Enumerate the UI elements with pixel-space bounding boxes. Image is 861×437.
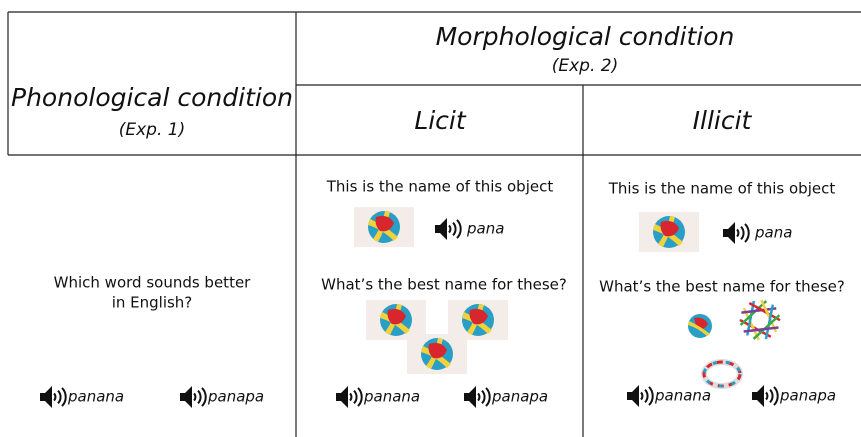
option-word: panana	[363, 388, 420, 406]
ball-red	[428, 342, 447, 359]
toy-rod	[764, 304, 775, 340]
speaker-icon	[435, 218, 462, 240]
speaker-body	[40, 386, 52, 408]
speaker-icon	[40, 386, 67, 408]
sound-wave	[485, 387, 491, 407]
speaker-icon	[627, 385, 654, 407]
sound-wave	[197, 390, 202, 404]
sound-wave	[773, 386, 779, 406]
toy-rod	[742, 307, 760, 341]
column-title: Phonological condition	[11, 83, 293, 112]
sound-wave	[349, 392, 353, 402]
column-title: Morphological condition	[436, 22, 735, 51]
object-image	[354, 207, 414, 247]
ball-red	[375, 215, 394, 232]
object-image	[366, 300, 426, 340]
toy-rod	[746, 300, 756, 336]
speaker-icon	[723, 222, 750, 244]
sound-wave	[53, 392, 57, 402]
sound-wave	[357, 387, 363, 407]
column-title: Illicit	[693, 106, 753, 135]
speaker-body	[464, 386, 476, 408]
toy-rod	[743, 326, 779, 333]
ring	[702, 360, 742, 388]
toy-rod	[748, 301, 781, 322]
sound-wave	[736, 228, 740, 238]
toy-rod	[760, 299, 778, 333]
sound-wave	[481, 390, 486, 404]
object-image	[639, 212, 699, 252]
sound-wave	[740, 226, 745, 240]
sound-wave	[477, 392, 481, 402]
intro: This is the name of this object	[608, 180, 836, 198]
speaker-body	[435, 218, 447, 240]
intro: This is the name of this object	[326, 178, 554, 196]
speaker-icon	[464, 386, 491, 408]
speaker-body	[723, 222, 735, 244]
question: in English?	[112, 294, 193, 312]
speaker-icon	[336, 386, 363, 408]
option-word: panapa	[491, 388, 548, 406]
toy-rod	[752, 314, 781, 340]
sound-wave	[644, 389, 649, 403]
option-word: panapa	[207, 388, 264, 406]
object-name: pana	[754, 224, 792, 242]
toy-rod	[739, 300, 768, 326]
object-image	[739, 299, 781, 341]
speaker-icon	[180, 386, 207, 408]
question: What’s the best name for these?	[321, 276, 567, 294]
toy-rod	[739, 318, 772, 338]
object-name: pana	[466, 220, 504, 238]
option-word: panana	[654, 387, 711, 405]
sound-wave	[765, 391, 769, 401]
sound-wave	[648, 386, 654, 406]
option-word: panapa	[779, 387, 836, 405]
question: Which word sounds better	[54, 274, 252, 292]
speaker-body	[180, 386, 192, 408]
object-image	[701, 359, 743, 389]
sound-wave	[744, 223, 750, 243]
object-image	[407, 334, 467, 374]
column-title: Licit	[414, 106, 467, 135]
object-image	[448, 300, 508, 340]
question: What’s the best name for these?	[599, 278, 845, 296]
sound-wave	[452, 222, 457, 236]
toy-rod	[741, 307, 777, 314]
speaker-body	[752, 385, 764, 407]
column-subtitle: (Exp. 2)	[552, 56, 618, 76]
ball-red	[469, 308, 488, 325]
sound-wave	[640, 391, 644, 401]
sound-wave	[201, 387, 207, 407]
speaker-body	[627, 385, 639, 407]
sound-wave	[57, 390, 62, 404]
sound-wave	[769, 389, 774, 403]
speaker-icon	[752, 385, 779, 407]
column-subtitle: (Exp. 1)	[119, 120, 185, 140]
ball-red	[387, 308, 406, 325]
sound-wave	[353, 390, 358, 404]
sound-wave	[61, 387, 67, 407]
ball-band	[688, 321, 710, 336]
ball-red	[660, 220, 679, 237]
sound-wave	[456, 219, 462, 239]
sound-wave	[448, 224, 452, 234]
object-image	[688, 314, 712, 338]
sound-wave	[193, 392, 197, 402]
speaker-body	[336, 386, 348, 408]
option-word: panana	[67, 388, 124, 406]
